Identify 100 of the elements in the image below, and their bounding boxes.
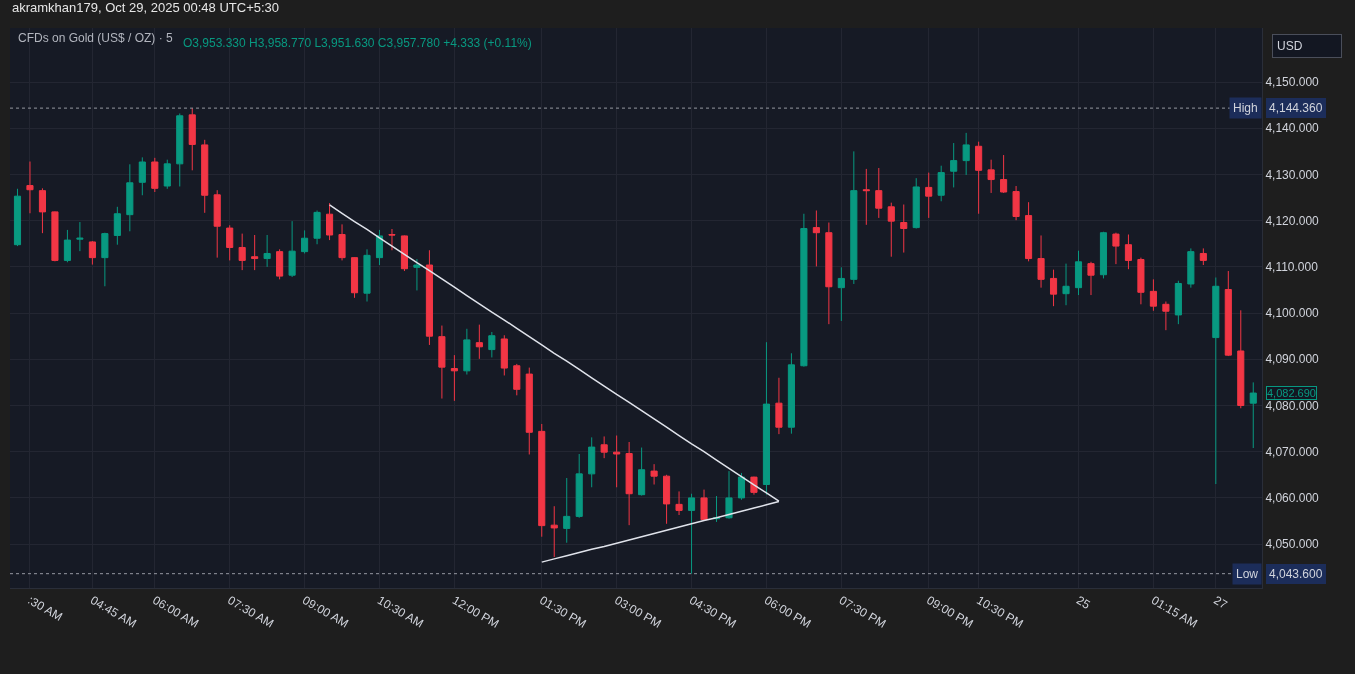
candlestick: [1174, 280, 1182, 325]
candlestick: [525, 367, 533, 455]
candlestick: [1062, 263, 1070, 306]
candlestick: [288, 220, 296, 278]
candlestick: [488, 331, 496, 358]
candlestick: [513, 363, 521, 396]
candlestick: [13, 188, 22, 247]
candlestick: [663, 474, 671, 525]
ref-line-label: High: [1233, 101, 1258, 115]
candlestick: [563, 477, 571, 544]
chart-title: CFDs on Gold (US$ / OZ) · 5: [18, 31, 174, 46]
candlestick: [63, 229, 71, 263]
y-tick-label: 4,130.000: [1265, 167, 1320, 182]
candlestick: [600, 435, 608, 459]
text: 4,144.360: [1269, 101, 1323, 115]
candlestick: [151, 157, 159, 193]
candlestick: [837, 266, 845, 322]
candlestick: [400, 234, 409, 272]
annotation: O3,953.330 H3,958.770 L3,951.630 C3,957.780 +4.333 (+0.11%): [183, 36, 532, 50]
candlestick: [962, 132, 970, 176]
text: 4,043.600: [1269, 567, 1323, 581]
candlestick: [1199, 247, 1207, 266]
candlestick: [450, 354, 458, 402]
candlestick: [762, 341, 770, 496]
candlestick: [226, 224, 234, 261]
y-tick-label: 4,090.000: [1265, 352, 1320, 367]
candlestick: [425, 249, 433, 346]
candlestick: [975, 141, 983, 215]
y-tick-label: 4,080.000: [1265, 398, 1320, 413]
candlestick: [850, 150, 858, 285]
candlestick: [251, 234, 259, 271]
candlestick: [538, 423, 546, 538]
candlestick: [575, 453, 583, 519]
ref-line-label: Low: [1236, 567, 1259, 581]
y-tick-label: 4,050.000: [1265, 537, 1320, 552]
candlestick: [825, 222, 833, 325]
y-tick-label: 4,060.000: [1265, 491, 1320, 506]
candlestick: [1025, 201, 1033, 262]
candlestick: [1012, 185, 1020, 221]
candlestick: [1037, 234, 1045, 289]
candlestick: [588, 436, 596, 488]
candlestick: [1074, 250, 1083, 296]
candlestick: [326, 202, 334, 241]
chart-subtitle: akramkhan179, Oct 29, 2025 00:48 UTC+5:30: [12, 0, 280, 15]
candlestick: [26, 161, 34, 214]
candlestick: [1249, 381, 1257, 449]
text: 4,082.690: [1267, 387, 1316, 399]
candlestick: [613, 435, 621, 488]
text: USD: [1277, 39, 1303, 53]
candlestick: [1049, 269, 1058, 307]
candlestick: [675, 490, 683, 516]
y-tick-label: 4,070.000: [1265, 444, 1320, 459]
candlestick: [163, 159, 171, 190]
candlestick: [937, 165, 945, 202]
candlestick: [176, 112, 184, 187]
candlestick: [438, 325, 446, 400]
candlestick: [987, 159, 995, 194]
x-tick-label: 27: [1211, 593, 1231, 613]
y-tick-label: 4,100.000: [1265, 306, 1320, 321]
candlestick: [887, 202, 895, 258]
candlestick: [463, 328, 471, 376]
candlestick: [787, 352, 795, 435]
y-tick-label: 4,150.000: [1265, 75, 1320, 90]
candlestick: [301, 229, 309, 254]
candlestick: [38, 187, 47, 234]
candlestick: [1000, 154, 1008, 194]
candlestick: [126, 163, 134, 232]
candlestick: [1187, 247, 1195, 289]
candlestick: [950, 142, 958, 188]
y-tick-label: 4,120.000: [1265, 213, 1320, 228]
candlestick: [1087, 261, 1095, 296]
candlestick: [800, 213, 808, 368]
candlestick: [900, 204, 908, 254]
candlestick: [1099, 231, 1108, 279]
candlestick: [500, 334, 508, 376]
candlestick: [650, 463, 658, 485]
candlestick: [413, 258, 421, 291]
candlestick: [1237, 309, 1245, 409]
candlestick: [475, 324, 483, 360]
candlestick: [862, 168, 870, 226]
candlestick: [201, 139, 209, 214]
candlestick: [638, 447, 646, 497]
candlestick: [1124, 234, 1132, 270]
candlestick: [700, 489, 708, 521]
candlestick: [213, 189, 221, 259]
x-tick-label: 10:30 AM: [374, 593, 426, 631]
candlestick: [712, 495, 721, 523]
x-tick-label: 25: [1074, 593, 1093, 613]
candlestick: [725, 470, 733, 520]
candlestick: [101, 232, 109, 287]
candlestick: [737, 472, 746, 501]
candlestick: [1112, 232, 1120, 265]
candlestick: [276, 248, 284, 280]
x-tick-label: :30 AM: [25, 593, 65, 624]
candlestick: [912, 177, 920, 230]
y-tick-label: 4,110.000: [1265, 260, 1319, 275]
candlestick: [51, 210, 59, 262]
x-tick-label: 10:30 PM: [974, 593, 1026, 631]
candlestick: [138, 156, 146, 196]
candlestick: [625, 441, 633, 526]
